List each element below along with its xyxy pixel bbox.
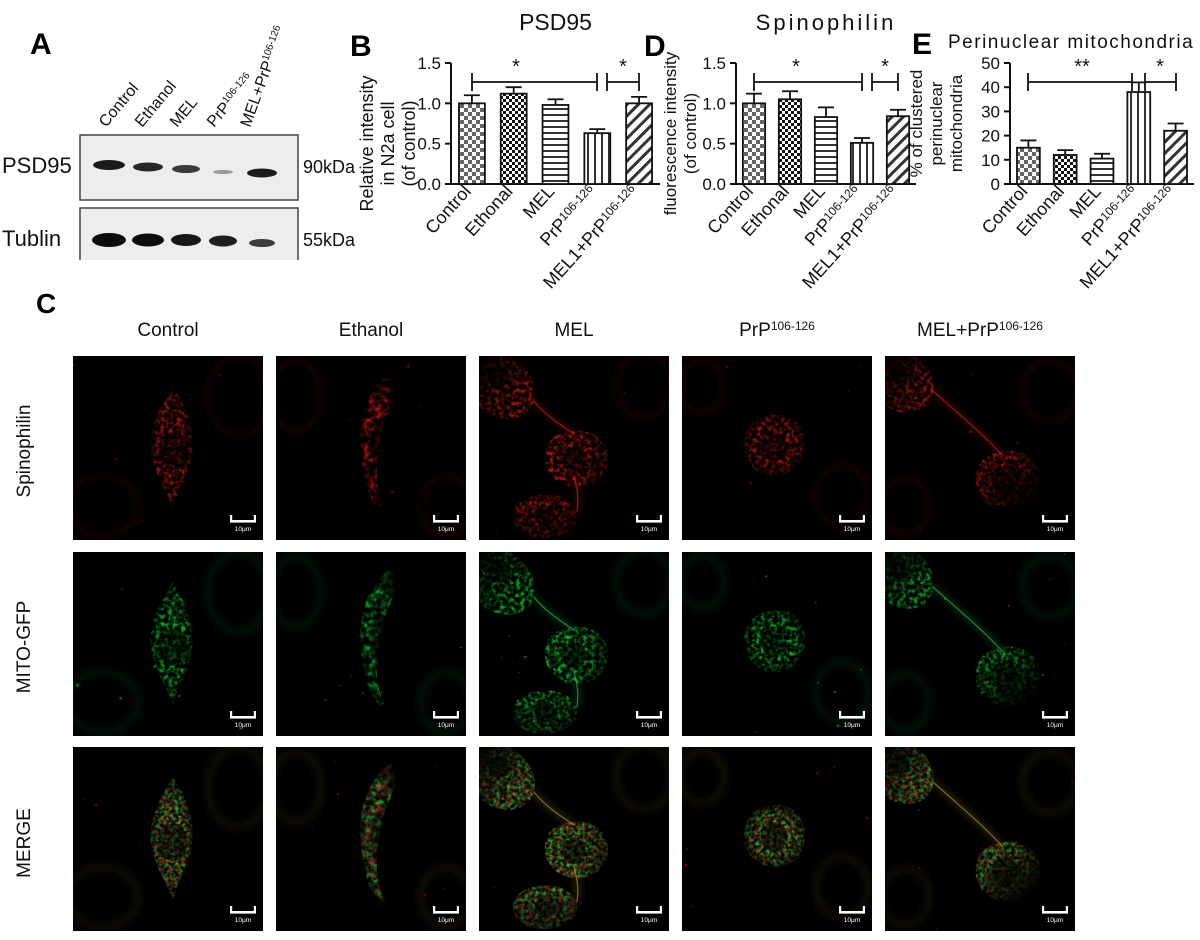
svg-text:10μm: 10μm bbox=[641, 526, 657, 533]
svg-text:10μm: 10μm bbox=[1047, 722, 1063, 729]
svg-text:10: 10 bbox=[981, 151, 1000, 170]
svg-text:30: 30 bbox=[981, 102, 1000, 121]
svg-text:(of control): (of control) bbox=[399, 100, 419, 186]
svg-text:10μm: 10μm bbox=[438, 722, 454, 729]
svg-text:0.0: 0.0 bbox=[417, 175, 441, 194]
svg-text:1.5: 1.5 bbox=[417, 54, 441, 73]
svg-text:*: * bbox=[792, 56, 800, 78]
svg-text:0.5: 0.5 bbox=[417, 135, 441, 154]
svg-text:10μm: 10μm bbox=[1047, 526, 1063, 533]
svg-text:**: ** bbox=[1074, 56, 1090, 78]
svg-text:10μm: 10μm bbox=[438, 917, 454, 924]
svg-text:0: 0 bbox=[991, 175, 1000, 194]
svg-text:10μm: 10μm bbox=[235, 722, 251, 729]
svg-text:mitochondria: mitochondria bbox=[947, 74, 966, 172]
svg-text:20: 20 bbox=[981, 127, 1000, 146]
svg-text:fluorescence intensity: fluorescence intensity bbox=[661, 51, 680, 215]
svg-text:Relative intensity: Relative intensity bbox=[357, 75, 377, 211]
svg-text:10μm: 10μm bbox=[844, 526, 860, 533]
svg-text:MEL: MEL bbox=[519, 181, 559, 222]
svg-text:1.5: 1.5 bbox=[702, 54, 726, 73]
svg-text:0.5: 0.5 bbox=[702, 135, 726, 154]
svg-text:0.0: 0.0 bbox=[702, 175, 726, 194]
svg-text:*: * bbox=[512, 56, 520, 78]
svg-text:in N2a cell: in N2a cell bbox=[378, 101, 398, 185]
svg-text:10μm: 10μm bbox=[1047, 917, 1063, 924]
svg-text:*: * bbox=[881, 56, 889, 78]
svg-text:10μm: 10μm bbox=[844, 917, 860, 924]
svg-text:PSD95: PSD95 bbox=[519, 9, 592, 35]
svg-text:1.0: 1.0 bbox=[417, 94, 441, 113]
svg-text:10μm: 10μm bbox=[844, 722, 860, 729]
svg-text:10μm: 10μm bbox=[235, 917, 251, 924]
svg-text:10μm: 10μm bbox=[438, 526, 454, 533]
svg-text:40: 40 bbox=[981, 78, 1000, 97]
svg-text:*: * bbox=[1156, 56, 1164, 78]
svg-text:Spinophilin: Spinophilin bbox=[756, 10, 897, 35]
svg-text:10μm: 10μm bbox=[235, 526, 251, 533]
svg-text:*: * bbox=[619, 56, 627, 78]
svg-text:perinuclear: perinuclear bbox=[927, 81, 946, 165]
svg-text:1.0: 1.0 bbox=[702, 94, 726, 113]
svg-text:(of control): (of control) bbox=[681, 93, 700, 174]
svg-text:% of clustered: % of clustered bbox=[907, 70, 926, 178]
svg-text:10μm: 10μm bbox=[641, 917, 657, 924]
svg-text:10μm: 10μm bbox=[641, 722, 657, 729]
svg-text:50: 50 bbox=[981, 54, 1000, 73]
